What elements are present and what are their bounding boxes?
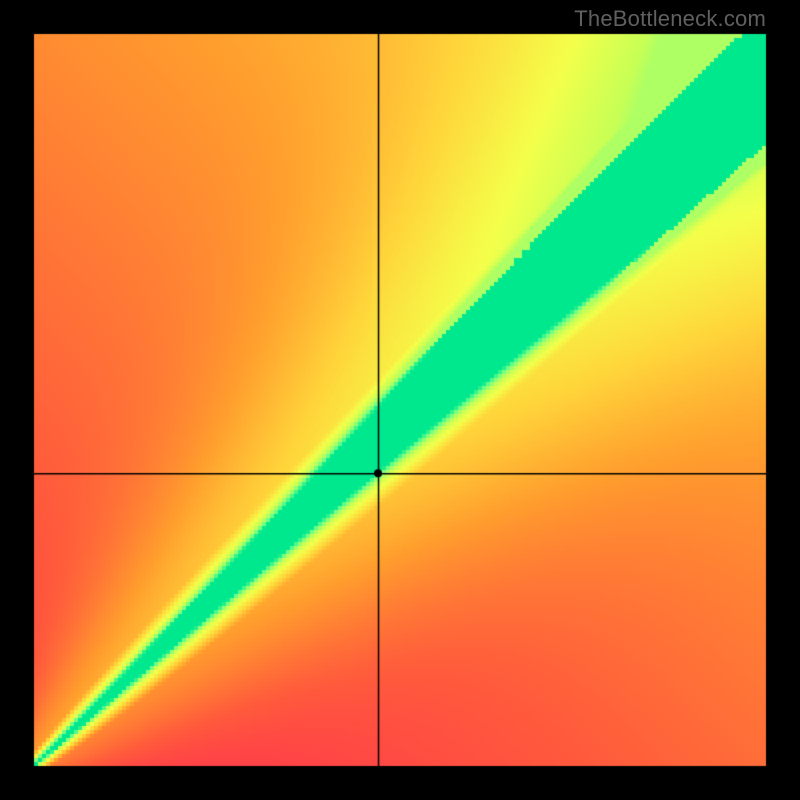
watermark-label: TheBottleneck.com — [574, 6, 766, 31]
chart-container: TheBottleneck.com — [0, 0, 800, 800]
bottleneck-heatmap — [0, 0, 800, 800]
watermark-text: TheBottleneck.com — [574, 6, 766, 32]
